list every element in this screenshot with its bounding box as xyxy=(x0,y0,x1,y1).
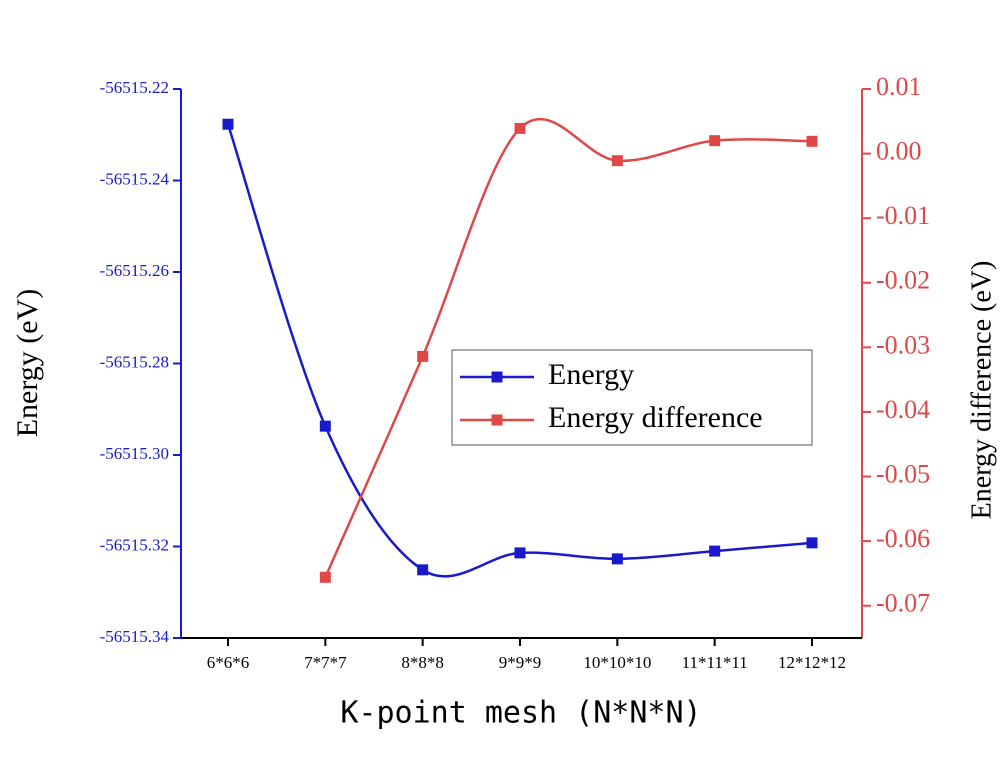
point-marker xyxy=(709,135,721,147)
point-marker xyxy=(611,155,623,167)
y-tick-label: -56515.22 xyxy=(100,78,169,97)
y-tick-label: -56515.24 xyxy=(100,169,170,188)
y2-tick-label: -0.04 xyxy=(876,395,930,424)
y-tick-label: -56515.28 xyxy=(100,352,169,371)
y2-tick-label: 0.01 xyxy=(876,72,922,101)
y-tick-label: -56515.26 xyxy=(100,261,169,280)
y2-tick-label: -0.03 xyxy=(876,330,930,359)
point-marker xyxy=(222,118,234,130)
point-marker xyxy=(319,571,331,583)
x-tick-label: 6*6*6 xyxy=(207,653,250,672)
x-tick-label: 12*12*12 xyxy=(778,653,846,672)
y-tick-label: -56515.30 xyxy=(100,444,169,463)
y2-tick-label: -0.07 xyxy=(876,589,930,618)
y2-tick-label: -0.02 xyxy=(876,266,930,295)
point-marker xyxy=(319,420,331,432)
x-axis-title: K-point mesh (N*N*N) xyxy=(340,696,701,731)
x-tick-label: 11*11*11 xyxy=(682,653,748,672)
point-marker xyxy=(514,547,526,559)
legend-label: Energy difference xyxy=(548,401,763,434)
point-marker xyxy=(806,537,818,549)
x-tick-label: 10*10*10 xyxy=(583,653,651,672)
x-tick-label: 7*7*7 xyxy=(304,653,347,672)
y-axis-title: Energy (eV) xyxy=(11,289,44,438)
series-line xyxy=(226,123,813,578)
series-line xyxy=(324,117,813,578)
legend-marker xyxy=(491,414,503,426)
y2-tick-label: 0.00 xyxy=(876,137,922,166)
legend-box xyxy=(451,349,813,446)
y2-axis-title: Energy difference (eV) xyxy=(966,261,997,520)
point-marker xyxy=(709,545,721,557)
point-marker xyxy=(611,553,623,565)
legend-marker xyxy=(491,371,503,383)
point-marker xyxy=(514,122,526,134)
point-marker xyxy=(417,350,429,362)
x-tick-label: 8*8*8 xyxy=(401,653,444,672)
y2-tick-label: -0.01 xyxy=(876,201,930,230)
x-tick-label: 9*9*9 xyxy=(499,653,542,672)
y2-tick-label: -0.06 xyxy=(876,524,930,553)
y2-tick-label: -0.05 xyxy=(876,459,930,488)
y-tick-label: -56515.34 xyxy=(100,627,170,646)
legend-label: Energy xyxy=(548,358,634,391)
y-tick-label: -56515.32 xyxy=(100,535,169,554)
point-marker xyxy=(417,564,429,576)
point-marker xyxy=(806,135,818,147)
